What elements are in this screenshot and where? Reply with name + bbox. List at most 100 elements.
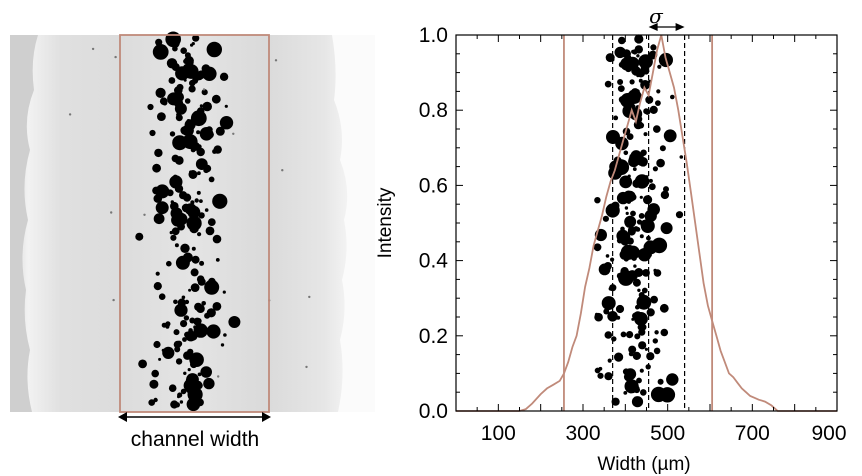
droplet: [169, 131, 176, 137]
stray-speck: [112, 298, 115, 302]
droplet: [153, 282, 162, 291]
droplet: [194, 302, 203, 311]
droplet: [215, 126, 225, 136]
droplet: [158, 357, 162, 361]
droplet: [627, 226, 636, 234]
droplet: [187, 348, 194, 356]
droplet: [191, 255, 200, 264]
droplet: [170, 234, 177, 241]
droplet: [162, 346, 175, 359]
chart: 100 300 500 700 900 0.0 0.2 0.4 0.6 0.8 1.0 Width…: [375, 4, 847, 475]
droplet: [155, 271, 160, 276]
stray-speck: [217, 375, 220, 378]
droplet: [593, 243, 602, 252]
droplet: [190, 360, 198, 369]
droplet: [638, 54, 653, 69]
droplet: [212, 149, 217, 154]
droplet: [207, 218, 216, 227]
droplet: [633, 386, 641, 394]
droplet: [182, 252, 193, 263]
x-tick-label: 300: [565, 422, 600, 445]
droplet: [199, 104, 203, 108]
droplet: [208, 176, 215, 183]
intensity-profile-line: [456, 34, 837, 412]
droplet: [189, 317, 196, 324]
droplet: [220, 343, 225, 347]
droplet: [185, 330, 197, 342]
droplet: [152, 44, 169, 60]
droplet: [648, 178, 653, 183]
droplet: [147, 103, 154, 111]
stray-speck: [281, 169, 284, 172]
droplet: [644, 347, 649, 351]
left-gel-edge: [10, 35, 38, 412]
droplet: [188, 85, 196, 93]
droplet: [648, 183, 656, 191]
stray-speck: [143, 213, 146, 216]
droplet: [204, 279, 220, 295]
droplet: [618, 61, 625, 68]
droplet: [187, 368, 191, 372]
droplet: [634, 333, 641, 340]
droplet: [173, 329, 180, 336]
droplet: [177, 298, 186, 307]
droplet: [211, 94, 221, 104]
droplet: [611, 201, 620, 210]
droplet: [638, 213, 645, 219]
droplet: [604, 80, 612, 88]
droplet: [616, 237, 623, 244]
droplet: [200, 366, 212, 378]
droplet: [197, 361, 201, 365]
droplet: [628, 248, 635, 256]
droplet: [639, 368, 644, 373]
droplet: [640, 80, 650, 90]
droplet: [166, 189, 174, 197]
x-axis-tick-labels: 100 300 500 700 900: [481, 422, 847, 445]
droplet: [620, 331, 627, 338]
stray-speck: [305, 365, 308, 369]
droplet: [615, 304, 625, 314]
droplet: [161, 322, 167, 328]
droplet: [157, 112, 166, 121]
droplet: [642, 249, 652, 259]
droplet: [173, 299, 178, 305]
droplet: [659, 56, 664, 61]
droplet: [203, 377, 215, 390]
droplet: [171, 227, 180, 236]
droplet: [192, 72, 201, 81]
droplet: [153, 340, 161, 349]
droplet: [660, 328, 669, 337]
droplet: [663, 186, 669, 193]
droplet: [675, 211, 684, 219]
droplet: [212, 302, 222, 311]
droplet: [626, 199, 632, 204]
droplet: [604, 372, 613, 381]
droplet: [625, 211, 629, 215]
droplet: [201, 89, 208, 96]
droplet: [196, 190, 201, 195]
droplet: [616, 272, 624, 280]
droplet: [168, 384, 177, 393]
droplet: [182, 337, 187, 342]
droplet: [201, 301, 206, 306]
channel-width-arrow: [118, 412, 271, 422]
droplet: [657, 378, 664, 385]
droplet: [181, 295, 186, 300]
droplet: [611, 397, 620, 406]
droplet: [155, 201, 169, 215]
droplet: [656, 89, 661, 94]
droplet: [176, 83, 184, 91]
droplet: [153, 194, 163, 203]
droplet: [190, 283, 200, 292]
droplet: [184, 98, 191, 104]
right-gel-edge: [332, 35, 375, 412]
droplet: [643, 195, 653, 205]
droplet: [199, 214, 204, 219]
droplet: [670, 94, 675, 100]
droplet: [627, 174, 631, 178]
sigma-arrow: [648, 23, 685, 31]
droplet: [636, 54, 640, 58]
y-tick-label: 0.4: [419, 250, 449, 273]
droplet: [204, 208, 209, 212]
droplet: [601, 296, 616, 311]
